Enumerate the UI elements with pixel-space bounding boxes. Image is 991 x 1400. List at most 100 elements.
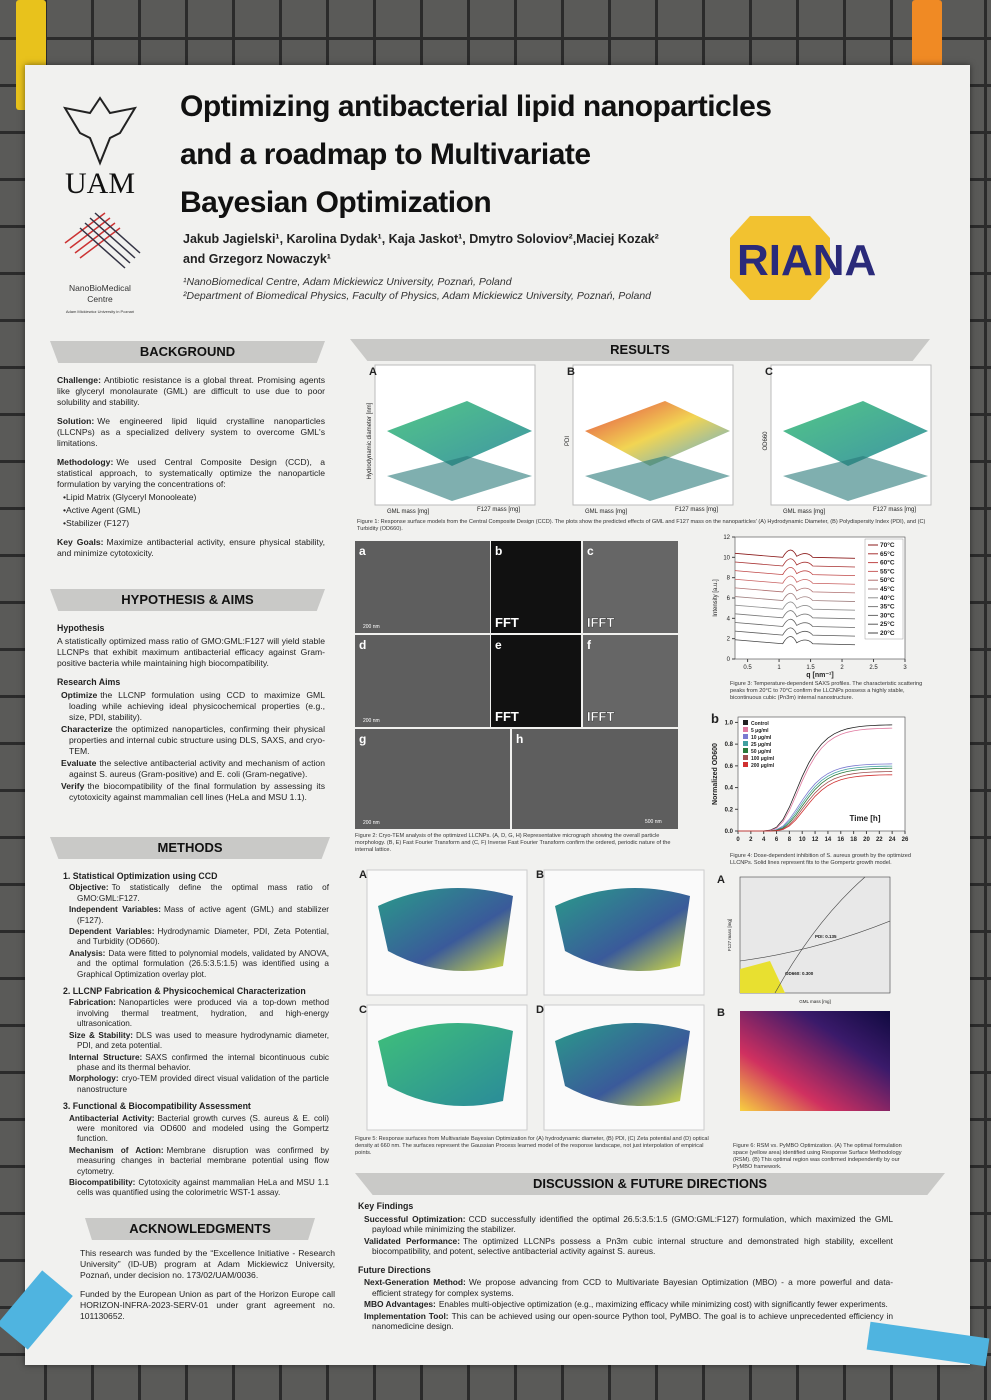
plot-area — [737, 716, 906, 832]
saxs-curve — [734, 558, 856, 568]
label: 1.0 — [725, 720, 734, 726]
label: C — [765, 366, 773, 378]
title-line: Bayesian Optimization — [180, 186, 492, 219]
label: 10 — [723, 555, 730, 561]
label: F127 mass [mg] — [477, 507, 520, 513]
item-text: Enables multi-objective optimization (e.… — [438, 1299, 888, 1309]
label: B — [536, 869, 544, 881]
text-item: Analysis: Data were fitted to polynomial … — [69, 949, 329, 980]
text-item: Fabrication: Nanoparticles were produced … — [69, 998, 329, 1029]
label: 24 — [889, 837, 896, 843]
item-text: Antibiotic resistance is a global threat… — [57, 375, 325, 407]
label: A — [369, 366, 377, 378]
label: 500 nm — [645, 819, 662, 825]
label: 35°C — [880, 603, 895, 611]
surface — [378, 1023, 513, 1106]
label: 0.2 — [725, 807, 734, 813]
logo-uam: UAM — [65, 167, 135, 200]
legend-swatch — [743, 720, 748, 725]
label: g — [359, 732, 366, 746]
caption-box: Figure 3: Temperature-dependent SAXS pro… — [730, 681, 922, 701]
label: 0.5 — [743, 665, 752, 671]
label: 200 μg/ml — [751, 763, 775, 769]
label: 22 — [876, 837, 883, 843]
label: 70°C — [880, 541, 895, 549]
section-heading: METHODS — [50, 837, 330, 859]
text-item: Objective: To statistically define the op… — [69, 883, 329, 904]
saxs-curve — [734, 584, 856, 594]
item-text: To statistically define the optimal mass… — [77, 883, 329, 903]
label: 200 nm — [363, 820, 380, 826]
discussion-text: Key Findings Successful Optimization: CCD … — [358, 1195, 893, 1333]
label: 26 — [902, 837, 909, 843]
item-label: Validated Performance: — [364, 1235, 460, 1246]
item-text: Membrane disruption was confirmed by mea… — [77, 1145, 329, 1176]
item-text: CCD successfully identified the optimal … — [372, 1213, 893, 1235]
label: IFFT — [587, 615, 614, 630]
label: 4 — [762, 837, 766, 843]
label: 100 μg/ml — [751, 756, 775, 762]
label: D — [536, 1004, 544, 1016]
label: Time [h] — [850, 814, 881, 823]
label: 55°C — [880, 567, 895, 575]
label: A — [359, 869, 367, 881]
surface — [783, 401, 928, 466]
legend-swatch — [743, 755, 748, 760]
item-label: Challenge: — [57, 375, 101, 385]
label: b — [495, 544, 502, 558]
label: b — [711, 711, 719, 726]
caption-box: Figure 5: Response surfaces from Multiva… — [355, 1136, 709, 1156]
caption: Figure 2: Cryo-TEM analysis of the optim… — [355, 833, 671, 853]
label: q [nm⁻¹] — [806, 672, 833, 679]
contour — [774, 876, 866, 994]
item-label: Key Goals: — [57, 537, 104, 547]
label: 3 — [903, 665, 907, 671]
item-label: Analysis: — [69, 948, 106, 958]
bullet: •Lipid Matrix (Glyceryl Monooleate) — [63, 492, 197, 502]
label: 5 μg/ml — [751, 728, 769, 734]
text-item: Validated Performance: The optimized LLCN… — [364, 1235, 893, 1257]
label: FFT — [495, 709, 519, 724]
label: 20°C — [880, 629, 895, 637]
floor — [783, 456, 928, 501]
saxs-curve — [734, 549, 856, 559]
saxs-curve — [734, 601, 856, 611]
label: IFFT — [587, 709, 614, 724]
caption-box: Figure 1: Response surface models from t… — [357, 519, 925, 532]
label: 50°C — [880, 576, 895, 584]
text-item: Successful Optimization: CCD successfully… — [364, 1213, 893, 1235]
subheading: Future Directions — [358, 1264, 431, 1275]
section-heading: BACKGROUND — [50, 341, 325, 363]
label: Normalized OD600 — [712, 743, 719, 805]
surface — [378, 888, 513, 971]
label: PDI: 0.135 — [815, 934, 837, 939]
label: GML mass [mg] — [783, 509, 825, 515]
text-item: Next-Generation Method: We propose advanc… — [364, 1277, 893, 1298]
paragraph: Funded by the European Union as part of … — [80, 1289, 335, 1321]
item-label: Next-Generation Method: — [364, 1277, 466, 1287]
label: f — [587, 638, 592, 652]
floor — [585, 456, 730, 501]
item-text: The optimized LLCNPs possess a Pn3m cubi… — [372, 1235, 893, 1257]
item-label: Fabrication: — [69, 998, 116, 1008]
contour — [739, 920, 891, 962]
logo-nbm: Centre — [87, 294, 113, 304]
item-label: Antibacterial Activity: — [69, 1113, 155, 1123]
growth-curve — [738, 774, 893, 832]
label: 0.0 — [725, 829, 734, 835]
label: 25 μg/ml — [751, 742, 772, 748]
label: 12 — [723, 535, 730, 541]
label: 200 nm — [363, 718, 380, 724]
label: 14 — [825, 837, 832, 843]
subheading: Hypothesis — [57, 623, 105, 633]
poster: UAM NanoBioMedical Centre Adam Mickiewic… — [25, 65, 970, 1365]
author-line: and Grzegorz Nowaczyk¹ — [183, 252, 331, 266]
text-item: Methodology: We used Central Composite De… — [57, 457, 325, 490]
item-label: Evaluate — [61, 758, 97, 768]
label: 45°C — [880, 585, 895, 593]
text-item: Key Goals: Maximize antibacterial activit… — [57, 537, 325, 559]
subheading: 1. Statistical Optimization using CCD — [63, 871, 218, 881]
label: a — [359, 544, 366, 558]
micrograph — [491, 541, 581, 633]
item-text: cryo-TEM provided direct visual validati… — [77, 1074, 329, 1094]
